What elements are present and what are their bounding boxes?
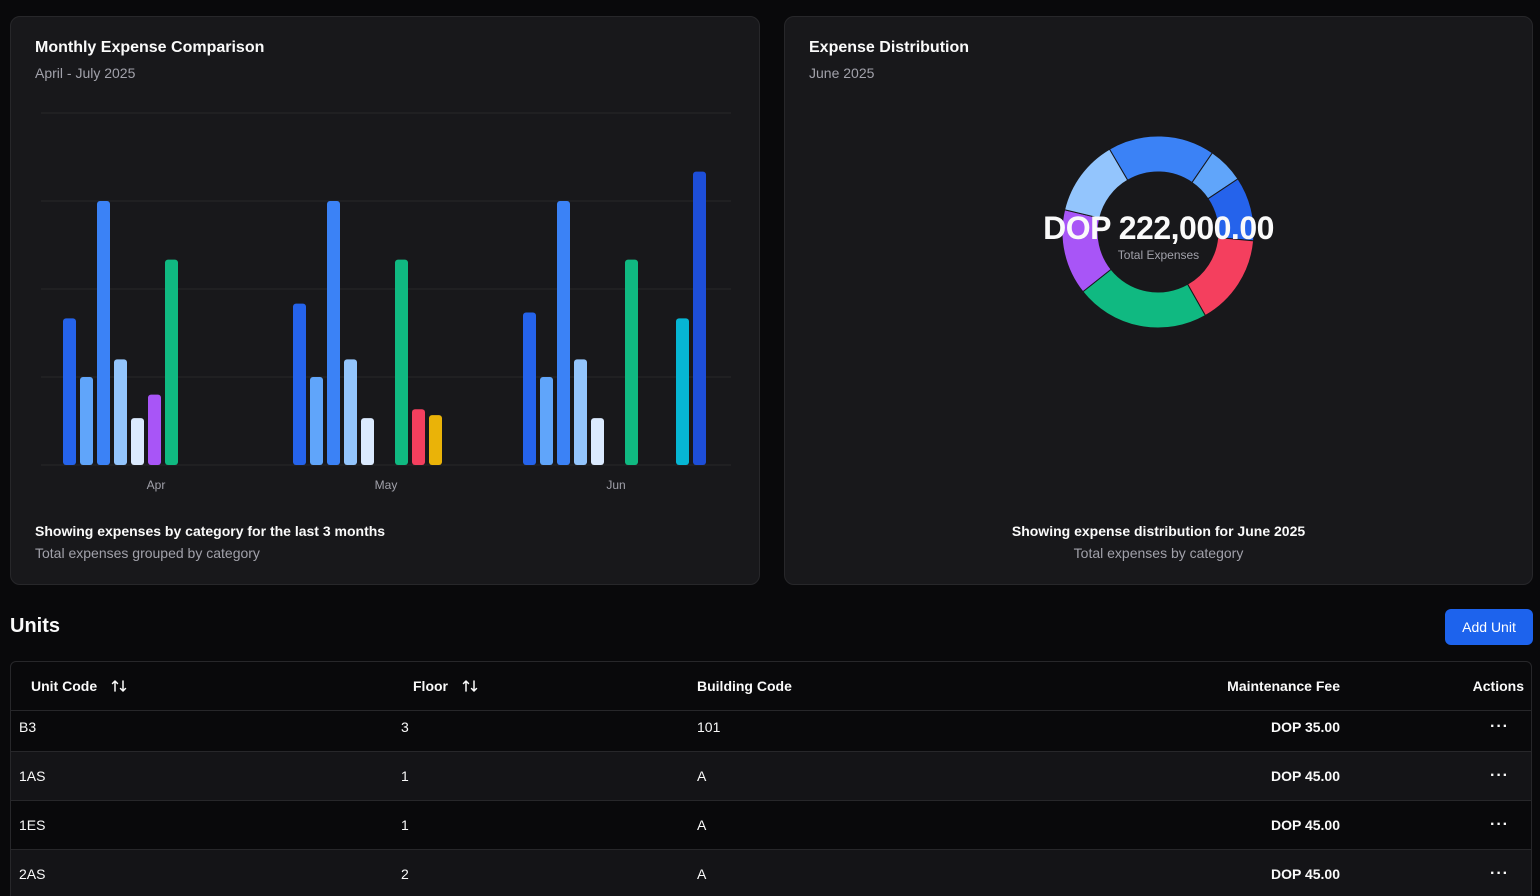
bar-may-1[interactable] [310, 377, 323, 465]
bar-may-2[interactable] [327, 201, 340, 465]
column-header-actions: Actions [1472, 678, 1524, 694]
building-code-cell: A [697, 817, 707, 833]
building-code-cell: 101 [697, 719, 721, 735]
floor-cell: 3 [401, 719, 409, 735]
more-horizontal-icon[interactable]: ··· [1484, 865, 1515, 883]
bar-jun-1[interactable] [540, 377, 553, 465]
table-row[interactable]: 1AS 1 A DOP 45.00 ··· [11, 752, 1531, 801]
card-subtitle: June 2025 [809, 65, 875, 81]
bar-jun-4[interactable] [591, 418, 604, 465]
unit-code-cell: B3 [19, 719, 37, 735]
bar-may-0[interactable] [293, 303, 306, 465]
table-row[interactable]: 1ES 1 A DOP 45.00 ··· [11, 801, 1531, 850]
more-horizontal-icon[interactable]: ··· [1484, 816, 1515, 834]
building-code-cell: A [697, 768, 707, 784]
bar-apr-4[interactable] [131, 418, 144, 465]
maintenance-fee-cell: DOP 35.00 [1270, 719, 1340, 735]
column-header-building-code: Building Code [697, 678, 792, 694]
table-row[interactable]: 2AS 2 A DOP 45.00 ··· [11, 850, 1531, 896]
bar-jun-2[interactable] [557, 201, 570, 465]
bar-apr-2[interactable] [97, 201, 110, 465]
x-tick-label: Apr [147, 478, 166, 492]
donut-chart [1061, 135, 1255, 329]
card-footer-main: Showing expenses by category for the las… [35, 523, 386, 539]
maintenance-fee-cell: DOP 45.00 [1270, 768, 1340, 784]
maintenance-fee-cell: DOP 45.00 [1270, 866, 1340, 882]
card-subtitle: April - July 2025 [35, 65, 136, 81]
sort-arrows-icon[interactable] [111, 678, 127, 694]
donut-total-label: Total Expenses [1117, 248, 1200, 262]
units-table: Unit Code Floor Building Code Maintenanc… [10, 661, 1532, 896]
unit-code-cell: 2AS [19, 866, 46, 882]
unit-code-cell: 1ES [19, 817, 46, 833]
bar-apr-5[interactable] [148, 394, 161, 465]
bar-apr-0[interactable] [63, 318, 76, 465]
bar-apr-1[interactable] [80, 377, 93, 465]
column-header-label: Floor [413, 678, 448, 694]
monthly-expense-card: Apr May Jun Monthly Expense Comparison Apr… [10, 16, 760, 585]
bar-jun-3[interactable] [574, 359, 587, 465]
card-footer-sub: Total expenses by category [1073, 545, 1244, 561]
bar-may-4[interactable] [361, 418, 374, 465]
bar-may-3[interactable] [344, 359, 357, 465]
x-tick-label: Jun [606, 478, 625, 492]
card-title: Expense Distribution [809, 39, 970, 56]
donut-total-value: DOP 222,000.00 [1043, 210, 1274, 246]
expense-distribution-card: Expense Distribution June 2025 DOP 222,0… [784, 16, 1533, 585]
floor-cell: 1 [401, 817, 409, 833]
column-header-unit-code[interactable]: Unit Code [31, 662, 127, 710]
card-footer-main: Showing expense distribution for June 20… [1011, 523, 1306, 539]
bar-may-8[interactable] [429, 415, 442, 465]
more-horizontal-icon[interactable]: ··· [1484, 767, 1515, 785]
building-code-cell: A [697, 866, 707, 882]
floor-cell: 2 [401, 866, 409, 882]
bar-jun-0[interactable] [523, 312, 536, 465]
bar-apr-6[interactable] [165, 259, 178, 465]
bar-may-6[interactable] [395, 259, 408, 465]
donut-slice-6[interactable] [1064, 148, 1129, 219]
unit-code-cell: 1AS [19, 768, 46, 784]
card-footer-sub: Total expenses grouped by category [35, 545, 260, 561]
column-header-maintenance-fee: Maintenance Fee [1227, 678, 1340, 694]
donut-slice-4[interactable] [1082, 268, 1207, 329]
bar-apr-3[interactable] [114, 359, 127, 465]
card-title: Monthly Expense Comparison [35, 39, 265, 56]
sort-arrows-icon[interactable] [462, 678, 478, 694]
bar-may-7[interactable] [412, 409, 425, 465]
add-unit-button[interactable]: Add Unit [1445, 609, 1533, 645]
table-row[interactable]: B3 3 101 DOP 35.00 ··· [11, 703, 1531, 752]
bar-jun-9[interactable] [676, 318, 689, 465]
column-header-label: Unit Code [31, 678, 98, 694]
column-header-floor[interactable]: Floor [413, 662, 478, 710]
maintenance-fee-cell: DOP 45.00 [1270, 817, 1340, 833]
units-heading: Units [10, 615, 60, 637]
table-header-row: Unit Code Floor Building Code Maintenanc… [11, 662, 1531, 711]
bar-chart: Apr May Jun [41, 112, 731, 492]
bar-jun-6[interactable] [625, 259, 638, 465]
more-horizontal-icon[interactable]: ··· [1484, 718, 1515, 736]
floor-cell: 1 [401, 768, 409, 784]
bar-jun-10[interactable] [693, 171, 706, 465]
x-tick-label: May [375, 478, 398, 492]
